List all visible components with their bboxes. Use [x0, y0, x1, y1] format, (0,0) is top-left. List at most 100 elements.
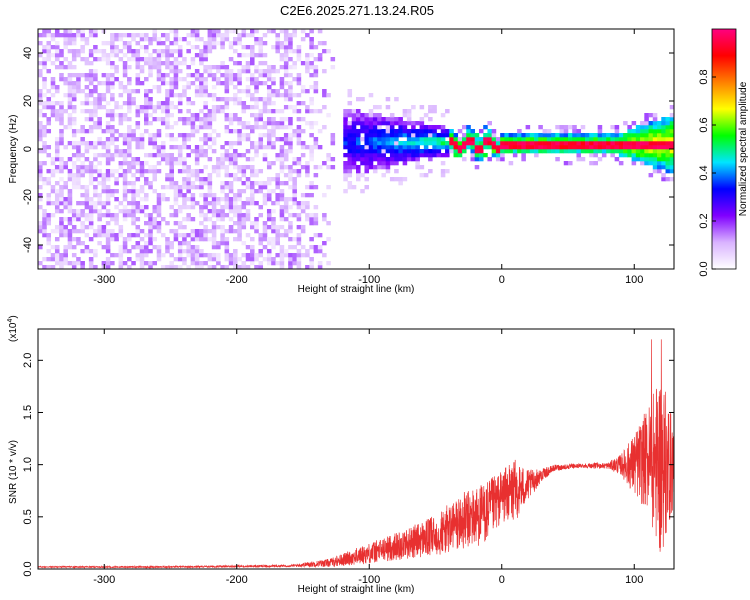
- spectrogram-cell: [368, 145, 374, 150]
- spectrogram-cell: [71, 217, 77, 222]
- spectrogram-cell: [148, 113, 153, 118]
- spectrogram-cell: [199, 85, 204, 90]
- spectrogram-cell: [258, 237, 264, 242]
- spectrogram-cell: [114, 53, 119, 58]
- spectrogram-cell: [474, 165, 480, 170]
- spectrogram-cell: [576, 141, 582, 146]
- spectrogram-cell: [131, 33, 136, 38]
- spectrogram-cell: [186, 49, 191, 54]
- spectrogram-cell: [152, 225, 158, 230]
- spectrogram-cell: [59, 101, 64, 106]
- spectrogram-cell: [559, 125, 565, 130]
- spectrogram-cell: [648, 121, 654, 126]
- spectrogram-cell: [148, 233, 153, 238]
- spectrogram-cell: [122, 185, 128, 190]
- spectrogram-cell: [368, 109, 374, 114]
- spectrogram-cell: [220, 217, 225, 222]
- spectrogram-cell: [38, 133, 43, 138]
- spectrogram-cell: [88, 93, 94, 98]
- spectrogram-cell: [368, 125, 374, 130]
- spectrogram-cell: [398, 141, 403, 146]
- spectrogram-cell: [385, 145, 391, 150]
- spectrogram-cell: [665, 137, 671, 142]
- spectrogram-cell: [186, 249, 191, 254]
- spectrogram-cell: [131, 221, 136, 226]
- spectrogram-cell: [224, 33, 230, 38]
- spectrogram-cell: [610, 149, 615, 154]
- spectrogram-cell: [216, 209, 221, 214]
- spectrogram-cell: [377, 153, 382, 158]
- spectrogram-cell: [440, 145, 446, 150]
- spectrogram-cell: [216, 161, 221, 166]
- spectrogram-cell: [110, 153, 115, 158]
- spectrogram-cell: [423, 113, 429, 118]
- spectrogram-cell: [597, 125, 603, 130]
- spectrogram-cell: [177, 157, 183, 162]
- spectrogram-cell: [203, 181, 208, 186]
- spectrogram-cell: [127, 57, 132, 62]
- spectrogram-cell: [288, 197, 293, 202]
- spectrogram-cell: [237, 41, 242, 46]
- spectrogram-cell: [313, 89, 319, 94]
- spectrogram-cell: [669, 133, 675, 138]
- spectrogram-cell: [241, 105, 247, 110]
- spectrogram-cell: [38, 165, 43, 170]
- spectrogram-cell: [131, 233, 136, 238]
- spectrogram-cell: [271, 245, 276, 250]
- spectrogram-cell: [224, 169, 230, 174]
- spectrogram-cell: [279, 77, 285, 82]
- spectrogram-cell: [245, 165, 251, 170]
- spectrogram-cell: [54, 117, 60, 122]
- spectrogram-cell: [411, 121, 416, 126]
- spectrogram-cell: [288, 225, 293, 230]
- spectrogram-cell: [563, 141, 569, 146]
- spectrogram-cell: [38, 193, 43, 198]
- spectrogram-cell: [118, 253, 124, 258]
- spectrogram-cell: [38, 97, 43, 102]
- spectrogram-cell: [93, 69, 98, 74]
- spectrogram-cell: [67, 241, 73, 246]
- spectrogram-cell: [190, 101, 196, 106]
- spectrogram-cell: [169, 173, 174, 178]
- spectrogram-cell: [156, 69, 162, 74]
- spectrogram-x-ticks: -300 -200 -100 0 100: [93, 29, 643, 286]
- spectrogram-cell: [508, 145, 514, 150]
- spectrogram-cell: [644, 113, 649, 118]
- spectrogram-cell: [351, 133, 357, 138]
- spectrogram-cell: [389, 145, 395, 150]
- spectrogram-cell: [432, 125, 437, 130]
- spectrogram-cell: [233, 37, 238, 42]
- spectrogram-cell: [644, 149, 649, 154]
- spectrogram-cell: [224, 149, 230, 154]
- spectrogram-cell: [46, 237, 52, 242]
- spectrogram-cell: [211, 229, 217, 234]
- spectrogram-cell: [351, 157, 357, 162]
- spectrogram-cell: [67, 141, 73, 146]
- spectrogram-cell: [483, 133, 488, 138]
- spectrogram-cell: [101, 233, 107, 238]
- spectrogram-cell: [423, 125, 429, 130]
- y-tick-label: 40: [22, 47, 34, 59]
- spectrogram-cell: [160, 109, 166, 114]
- snr-x-axis-label: Height of straight line (km): [298, 584, 415, 595]
- spectrogram-cell: [250, 61, 255, 66]
- spectrogram-cell: [453, 149, 459, 154]
- spectrogram-cell: [428, 133, 433, 138]
- spectrogram-cell: [250, 169, 255, 174]
- spectrogram-cell: [669, 157, 675, 162]
- spectrogram-cell: [220, 165, 225, 170]
- spectrogram-cell: [262, 145, 268, 150]
- spectrogram-cell: [127, 105, 132, 110]
- spectrogram-cell: [271, 129, 276, 134]
- spectrogram-cell: [110, 253, 115, 258]
- spectrogram-cell: [59, 157, 64, 162]
- spectrogram-cell: [360, 117, 365, 122]
- spectrogram-cell: [237, 257, 242, 262]
- spectrogram-cell: [288, 45, 293, 50]
- spectrogram-cell: [250, 141, 255, 146]
- spectrogram-cell: [296, 133, 302, 138]
- spectrogram-cell: [568, 145, 573, 150]
- spectrogram-cell: [322, 161, 327, 166]
- spectrogram-cell: [71, 49, 77, 54]
